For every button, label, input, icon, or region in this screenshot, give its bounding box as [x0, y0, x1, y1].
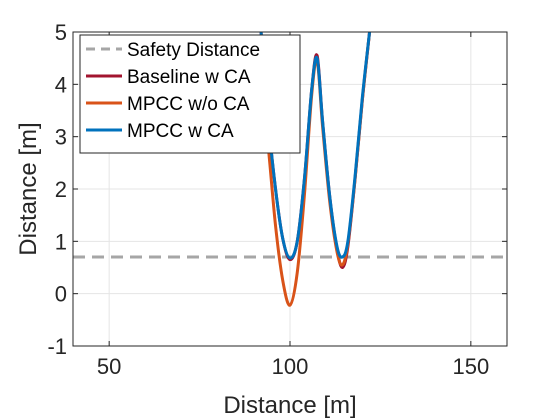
legend-label-safety-distance: Safety Distance: [127, 40, 260, 61]
plot-lines: [73, 32, 507, 307]
y-tick-label: 4: [55, 72, 67, 97]
y-tick-label: -1: [47, 334, 67, 359]
series-line-mpcc-with-ca: [259, 32, 372, 260]
legend-label-mpcc-with-ca: MPCC w CA: [127, 121, 234, 142]
y-axis-label: Distance [m]: [15, 122, 42, 255]
x-tick-label: 100: [272, 354, 309, 379]
x-axis-label: Distance [m]: [223, 392, 356, 419]
x-tick-label: 50: [97, 354, 121, 379]
legend: Safety Distance Baseline w CA MPCC w/o C…: [79, 34, 301, 154]
y-tick-label: 5: [55, 20, 67, 45]
x-tick-label: 150: [452, 354, 489, 379]
y-tick-label: 3: [55, 125, 67, 150]
legend-label-mpcc-without-ca: MPCC w/o CA: [127, 94, 250, 115]
y-tick-label: 0: [55, 282, 67, 307]
legend-label-baseline: Baseline w CA: [127, 67, 251, 88]
y-tick-label: 2: [55, 177, 67, 202]
legend-box: [79, 34, 301, 154]
y-tick-label: 1: [55, 229, 67, 254]
